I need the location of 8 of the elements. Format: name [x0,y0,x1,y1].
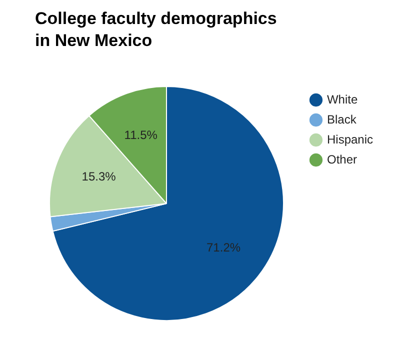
legend-label: Hispanic [326,132,374,146]
legend-label: Other [326,152,357,166]
data-label: 11.5% [124,128,158,142]
chart-title: College faculty demographics in New Mexico [35,8,278,52]
data-label: 15.3% [82,170,116,184]
legend-label: White [326,92,358,106]
legend-label: Black [326,112,358,126]
data-label: 71.2% [206,240,241,255]
